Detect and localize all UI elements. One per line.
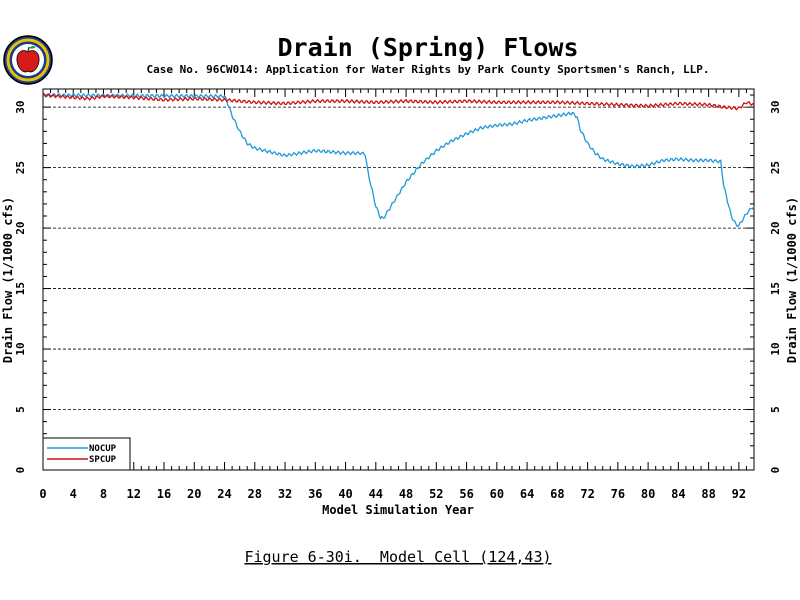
chart-subtitle: Case No. 96CW014: Application for Water … xyxy=(147,63,710,76)
y-tick-label-right: 20 xyxy=(769,221,782,234)
x-tick-label: 24 xyxy=(217,487,231,501)
x-tick-label: 8 xyxy=(100,487,107,501)
plot-frame xyxy=(42,88,755,471)
grid-lines xyxy=(43,106,754,410)
y-tick-label-left: 10 xyxy=(14,342,27,355)
x-tick-label: 64 xyxy=(520,487,534,501)
x-tick-label: 12 xyxy=(127,487,141,501)
x-tick-label: 92 xyxy=(732,487,746,501)
y-tick-label-left: 15 xyxy=(14,282,27,295)
x-tick-label: 4 xyxy=(70,487,77,501)
x-tick-label: 60 xyxy=(490,487,504,501)
x-tick-label: 20 xyxy=(187,487,201,501)
axis-ticks xyxy=(42,89,755,471)
y-tick-label-right: 15 xyxy=(769,282,782,295)
x-tick-label: 56 xyxy=(459,487,473,501)
x-axis-label: Model Simulation Year xyxy=(322,503,474,517)
y-tick-label-right: 0 xyxy=(769,467,782,474)
figure-caption: Figure 6-30i. Model Cell (124,43) xyxy=(244,548,551,566)
x-tick-label: 68 xyxy=(550,487,564,501)
legend-label-spcup: SPCUP xyxy=(89,455,117,465)
x-tick-label: 72 xyxy=(580,487,594,501)
apple-icon xyxy=(16,50,40,73)
legend-label-nocup: NOCUP xyxy=(89,444,117,454)
x-tick-label: 28 xyxy=(248,487,262,501)
y-tick-label-left: 20 xyxy=(14,221,27,234)
x-tick-label: 88 xyxy=(701,487,715,501)
x-tick-label: 16 xyxy=(157,487,171,501)
y-tick-label-right: 25 xyxy=(769,161,782,174)
y-tick-label-right: 30 xyxy=(769,101,782,114)
chart-title: Drain (Spring) Flows xyxy=(277,33,578,62)
apple-logo xyxy=(3,35,53,85)
x-tick-label: 36 xyxy=(308,487,322,501)
x-tick-label: 52 xyxy=(429,487,443,501)
y-axis-label-left: Drain Flow (1/1000 cfs) xyxy=(1,197,15,363)
x-tick-label: 40 xyxy=(338,487,352,501)
legend: NOCUP SPCUP xyxy=(42,437,131,471)
y-tick-label-right: 10 xyxy=(769,342,782,355)
x-tick-label: 32 xyxy=(278,487,292,501)
y-axis-label-right: Drain Flow (1/1000 cfs) xyxy=(785,197,799,363)
x-tick-label: 48 xyxy=(399,487,413,501)
y-tick-label-left: 5 xyxy=(14,406,27,413)
legend-box xyxy=(42,437,131,471)
x-tick-label: 76 xyxy=(611,487,625,501)
series-line-spcup xyxy=(42,92,755,111)
x-tick-label: 80 xyxy=(641,487,655,501)
y-tick-label-left: 0 xyxy=(14,467,27,474)
y-tick-label-right: 5 xyxy=(769,406,782,413)
x-tick-label: 0 xyxy=(39,487,46,501)
y-tick-label-left: 25 xyxy=(14,161,27,174)
series-lines xyxy=(42,92,755,228)
x-tick-label: 44 xyxy=(369,487,383,501)
series-line-nocup xyxy=(42,92,755,228)
y-tick-label-left: 30 xyxy=(14,101,27,114)
x-tick-label: 84 xyxy=(671,487,685,501)
